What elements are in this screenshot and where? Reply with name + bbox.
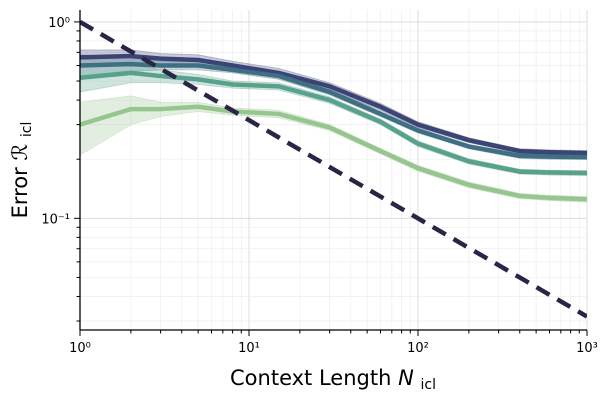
- series-4-band: [80, 95, 587, 203]
- x-tick-label: 10⁰: [69, 341, 91, 356]
- y-axis-label-subscript: icl: [19, 122, 35, 137]
- x-tick-label: 10¹: [238, 341, 260, 356]
- y-tick-label: 10⁰: [48, 16, 70, 31]
- axes: [79, 10, 587, 331]
- x-axis-label-subscript: icl: [421, 377, 436, 393]
- reference-line: [80, 19, 587, 319]
- x-axis-label: Context Length N icl: [230, 366, 436, 393]
- y-tick-label: 10⁻¹: [41, 212, 70, 227]
- series-4-line: [80, 104, 587, 202]
- confidence-bands: [80, 49, 587, 203]
- series-3-band: [80, 63, 587, 177]
- x-axis-label-text: Context Length: [230, 366, 391, 390]
- tick-marks: [74, 21, 588, 336]
- reference-line-group: [80, 19, 587, 319]
- series-3-line: [80, 70, 587, 176]
- tick-labels: 10⁰ 10¹ 10² 10³ 10⁰ 10⁻¹: [41, 16, 598, 356]
- x-tick-label: 10³: [576, 341, 598, 356]
- series-lines: [80, 53, 587, 202]
- y-axis-label-symbol: ℛ: [8, 144, 32, 161]
- x-axis-label-symbol: N: [398, 366, 414, 390]
- x-tick-label: 10²: [407, 341, 429, 356]
- series-2-line: [80, 61, 587, 160]
- y-axis-label-text: Error: [8, 167, 32, 219]
- y-axis-label: Error ℛ icl: [8, 122, 35, 219]
- series-1-line: [80, 53, 587, 156]
